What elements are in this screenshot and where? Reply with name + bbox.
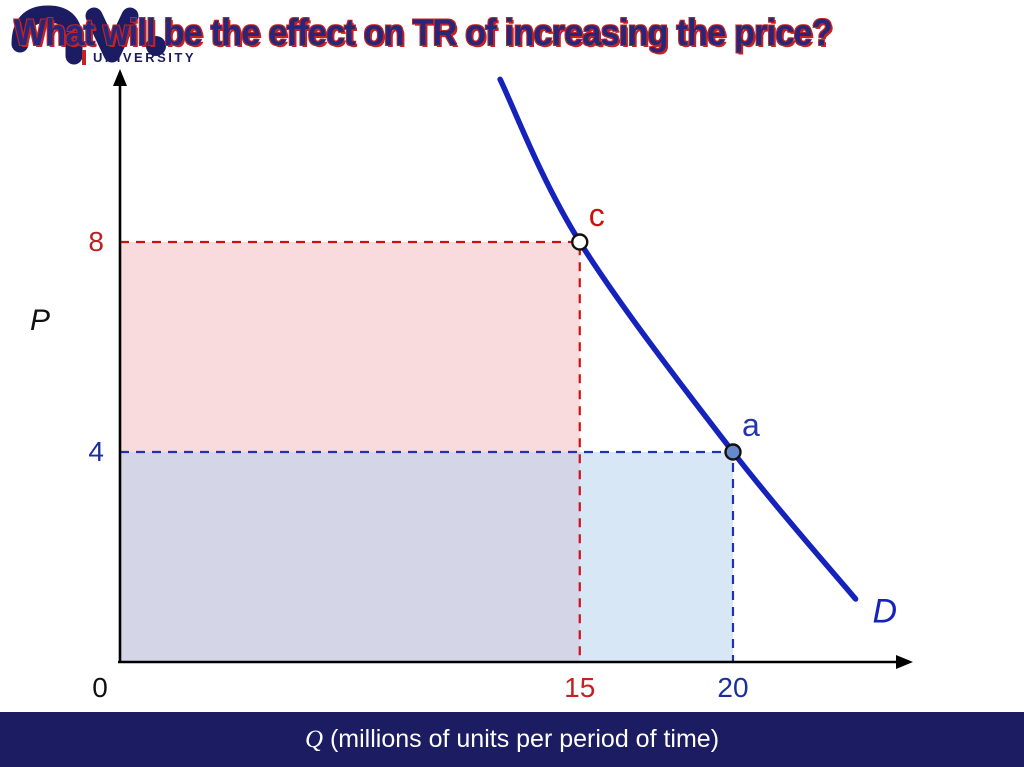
point-label-a: a [742, 407, 760, 443]
x-tick-0: 0 [92, 672, 108, 703]
footer-bar: Q (millions of units per period of time) [0, 712, 1024, 767]
guide-lines-c [120, 240, 581, 662]
demand-chart: Dc a 8 4 0 15 20 P [30, 69, 913, 703]
university-logo-caption: UNIVERSITY [82, 50, 196, 65]
demand-curve-label: D [872, 593, 897, 631]
x-axis-label-q: Q [304, 726, 324, 753]
x-tick-15: 15 [564, 672, 595, 703]
x-axis-label-text: (millions of units per period of time) [323, 725, 720, 753]
point-label-c: c [589, 197, 605, 233]
y-axis-arrowhead [113, 69, 127, 86]
slide-title: What will be the effect on TR of increas… [14, 12, 833, 54]
header: UNIVERSITY What will be the effect on TR… [0, 0, 1024, 80]
university-logo-mark [11, 5, 166, 65]
university-logo: UNIVERSITY [10, 2, 280, 72]
logo-red-mark [82, 50, 86, 65]
y-tick-4: 4 [88, 436, 104, 467]
demand-curve [497, 76, 859, 602]
point-a [724, 443, 742, 461]
university-logo-text: UNIVERSITY [93, 50, 197, 65]
y-axis-label: P [30, 304, 50, 337]
x-tick-20: 20 [717, 672, 748, 703]
shaded-tr-at-price-4 [120, 452, 733, 662]
point-c [571, 233, 589, 251]
x-axis-arrowhead [896, 655, 913, 669]
y-tick-8: 8 [88, 226, 104, 257]
